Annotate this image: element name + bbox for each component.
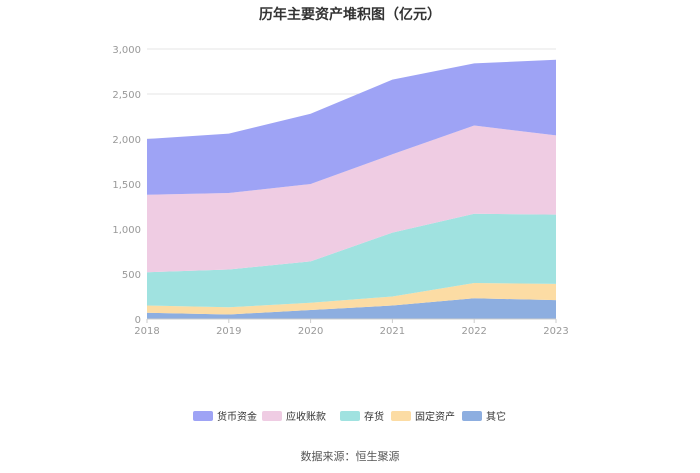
x-tick-label: 2018 (134, 326, 159, 337)
legend: 货币资金 应收账款 存货 固定资产 其它 (193, 410, 506, 423)
y-tick-label: 0 (135, 315, 141, 326)
legend-swatch (462, 411, 482, 421)
legend-label: 货币资金 (217, 410, 257, 423)
y-tick-label: 3,000 (112, 45, 141, 56)
area-series-0 (147, 298, 556, 319)
area-series-2 (147, 213, 556, 308)
legend-label: 存货 (364, 410, 384, 423)
legend-swatch (262, 411, 282, 421)
legend-item[interactable]: 其它 (462, 410, 506, 423)
legend-label: 其它 (486, 410, 506, 423)
legend-swatch (193, 411, 213, 421)
legend-label: 应收账款 (286, 410, 326, 423)
legend-label: 固定资产 (415, 410, 455, 423)
legend-swatch (391, 411, 411, 421)
area-layer (147, 59, 556, 319)
legend-item[interactable]: 存货 (340, 410, 384, 423)
y-tick-label: 2,500 (112, 90, 141, 101)
data-source: 数据来源：恒生聚源 (300, 450, 400, 463)
area-series-3 (147, 125, 556, 273)
axis-layer: 0 500 1,000 1,500 2,000 2,500 3,000 2018 2019 202… (112, 45, 568, 337)
x-tick-label: 2019 (216, 326, 241, 337)
y-tick-label: 2,000 (112, 135, 141, 146)
y-tick-label: 500 (122, 270, 141, 281)
x-tick-label: 2023 (543, 326, 568, 337)
legend-item[interactable]: 应收账款 (262, 410, 326, 423)
y-tick-label: 1,500 (112, 180, 141, 191)
x-tick-label: 2022 (461, 326, 486, 337)
legend-swatch (340, 411, 360, 421)
y-tick-label: 1,000 (112, 225, 141, 236)
x-tick-label: 2021 (380, 326, 405, 337)
chart-title: 历年主要资产堆积图（亿元） (259, 7, 441, 23)
legend-item[interactable]: 固定资产 (391, 410, 455, 423)
area-series-1 (147, 283, 556, 315)
area-series-4 (147, 59, 556, 195)
x-tick-label: 2020 (298, 326, 323, 337)
legend-item[interactable]: 货币资金 (193, 410, 257, 423)
